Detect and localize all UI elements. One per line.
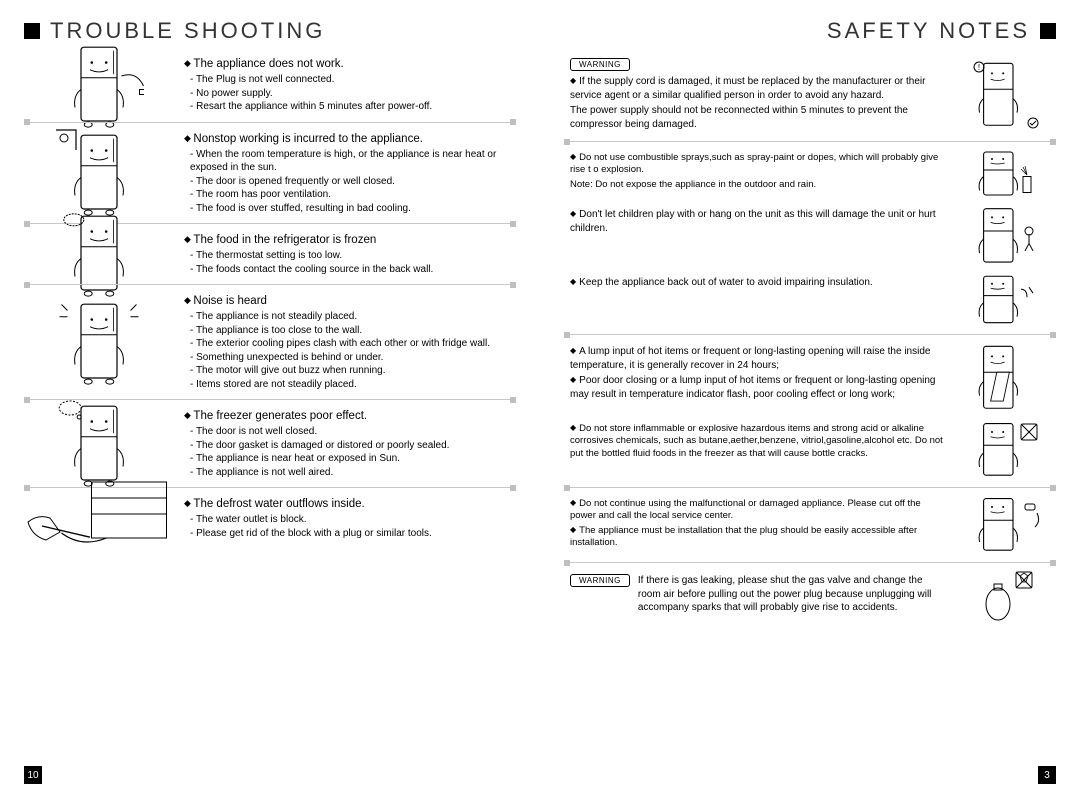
cause-item: Please get rid of the block with a plug … [190, 527, 510, 541]
cause-list: The door is not well closed.The door gas… [190, 425, 510, 479]
safety-row: A lump input of hot items or frequent or… [564, 339, 1056, 417]
safety-line: Keep the appliance back out of water to … [570, 276, 946, 290]
warning-label: WARNING [570, 574, 630, 587]
cause-item: The room has poor ventilation. [190, 188, 510, 202]
safety-row: Do not use combustible sprays,such as sp… [564, 146, 1056, 202]
bottom-warning-text: If there is gas leaking, please shut the… [638, 574, 946, 615]
page-troubleshooting: TROUBLE SHOOTING The appliance does not … [0, 0, 540, 796]
header-right: SAFETY NOTES [564, 18, 1056, 44]
page-safety-notes: SAFETY NOTES WARNING If the supply cord i… [540, 0, 1080, 796]
cause-item: The thermostat setting is too low. [190, 249, 510, 263]
problem-title: The freezer generates poor effect. [184, 410, 510, 422]
cause-list: The thermostat setting is too low.The fo… [190, 249, 510, 276]
illustration-fridge [956, 150, 1056, 198]
safety-bottom-warning: WARNING If there is gas leaking, please … [564, 568, 1056, 621]
safety-row: Do not store inflammable or explosive ha… [564, 417, 1056, 483]
separator [564, 486, 1056, 489]
safety-line: Poor door closing or a lump input of hot… [570, 374, 946, 401]
page-number-left: 10 [24, 766, 42, 784]
cause-item: Something unexpected is behind or under. [190, 351, 510, 365]
safety-text-block: A lump input of hot items or frequent or… [570, 345, 946, 401]
svg-text:!: ! [978, 63, 980, 72]
safety-line: If the supply cord is damaged, it must b… [570, 75, 946, 102]
illustration-fridge [24, 131, 174, 216]
cause-item: Resart the appliance within 5 minutes af… [190, 100, 510, 114]
illustration-fridge [24, 56, 174, 114]
cause-list: The appliance is not steadily placed.The… [190, 310, 510, 391]
safety-row: Keep the appliance back out of water to … [564, 270, 1056, 330]
trouble-row: The food in the refrigerator is frozen Th… [24, 228, 516, 280]
safety-text-block: Keep the appliance back out of water to … [570, 276, 946, 290]
illustration-fridge [956, 343, 1056, 413]
safety-row: Don't let children play with or hang on … [564, 202, 1056, 270]
cause-item: The Plug is not well connected. [190, 73, 510, 87]
trouble-row: The appliance does not work. The Plug is … [24, 52, 516, 118]
cause-item: The motor will give out buzz when runnin… [190, 364, 510, 378]
problem-title: Nonstop working is incurred to the appli… [184, 133, 510, 145]
illustration-fridge [956, 496, 1056, 554]
safety-line: Do not use combustible sprays,such as sp… [570, 152, 946, 177]
safety-text-block: Don't let children play with or hang on … [570, 208, 946, 235]
separator [24, 121, 516, 124]
illustration-fridge [24, 293, 174, 391]
illustration-fridge [956, 421, 1056, 479]
cause-item: The appliance is near heat or exposed in… [190, 452, 510, 466]
safety-row: Do not continue using the malfunctional … [564, 492, 1056, 558]
problem-title: The food in the refrigerator is frozen [184, 234, 510, 246]
cause-item: The door is opened frequently or well cl… [190, 175, 510, 189]
safety-line: Do not continue using the malfunctional … [570, 498, 946, 523]
trouble-row: The freezer generates poor effect. The do… [24, 404, 516, 483]
cause-item: The door is not well closed. [190, 425, 510, 439]
safety-row: WARNING If the supply cord is damaged, it… [564, 52, 1056, 137]
illustration-fridge [24, 408, 174, 479]
cause-item: When the room temperature is high, or th… [190, 148, 510, 175]
safety-line: The appliance must be installation that … [570, 525, 946, 550]
cause-item: The exterior cooling pipes clash with ea… [190, 337, 510, 351]
cause-list: When the room temperature is high, or th… [190, 148, 510, 216]
safety-text-block: Do not use combustible sprays,such as sp… [570, 152, 946, 191]
page-number-right: 3 [1038, 766, 1056, 784]
cause-item: The door gasket is damaged or distored o… [190, 439, 510, 453]
cause-item: No power supply. [190, 87, 510, 101]
safety-text-block: If the supply cord is damaged, it must b… [570, 75, 946, 131]
separator [24, 283, 516, 286]
safety-line: A lump input of hot items or frequent or… [570, 345, 946, 372]
page-title: SAFETY NOTES [827, 18, 1030, 44]
safety-text-block: Do not store inflammable or explosive ha… [570, 423, 946, 460]
cause-list: The Plug is not well connected.No power … [190, 73, 510, 114]
cause-item: Items stored are not steadily placed. [190, 378, 510, 392]
cause-item: The water outlet is block. [190, 513, 510, 527]
warning-label: WARNING [570, 58, 630, 71]
safety-text-block: Do not continue using the malfunctional … [570, 498, 946, 549]
trouble-row: The defrost water outflows inside. The wa… [24, 492, 516, 544]
safety-line: Note: Do not expose the appliance in the… [570, 179, 946, 191]
trouble-row: Nonstop working is incurred to the appli… [24, 127, 516, 220]
illustration-fridge [956, 274, 1056, 326]
safety-line: Do not store inflammable or explosive ha… [570, 423, 946, 460]
illustration-fridge [24, 232, 174, 276]
cause-item: The foods contact the cooling source in … [190, 263, 510, 277]
header-square-icon [24, 23, 40, 39]
illustration-fridge: ! [956, 56, 1056, 133]
cause-item: The appliance is not well aired. [190, 466, 510, 480]
safety-line: Don't let children play with or hang on … [570, 208, 946, 235]
problem-title: The defrost water outflows inside. [184, 498, 510, 510]
separator [564, 333, 1056, 336]
illustration-fridge [24, 496, 174, 540]
header-square-icon [1040, 23, 1056, 39]
illustration-fridge [956, 206, 1056, 266]
problem-title: The appliance does not work. [184, 58, 510, 70]
cause-item: The appliance is not steadily placed. [190, 310, 510, 324]
cause-list: The water outlet is block.Please get rid… [190, 513, 510, 540]
separator [564, 140, 1056, 143]
trouble-row: Noise is heard The appliance is not stead… [24, 289, 516, 395]
illustration-gas-cylinder [956, 572, 1056, 617]
safety-line: The power supply should not be reconnect… [570, 104, 946, 131]
problem-title: Noise is heard [184, 295, 510, 307]
cause-item: The food is over stuffed, resulting in b… [190, 202, 510, 216]
cause-item: The appliance is too close to the wall. [190, 324, 510, 338]
